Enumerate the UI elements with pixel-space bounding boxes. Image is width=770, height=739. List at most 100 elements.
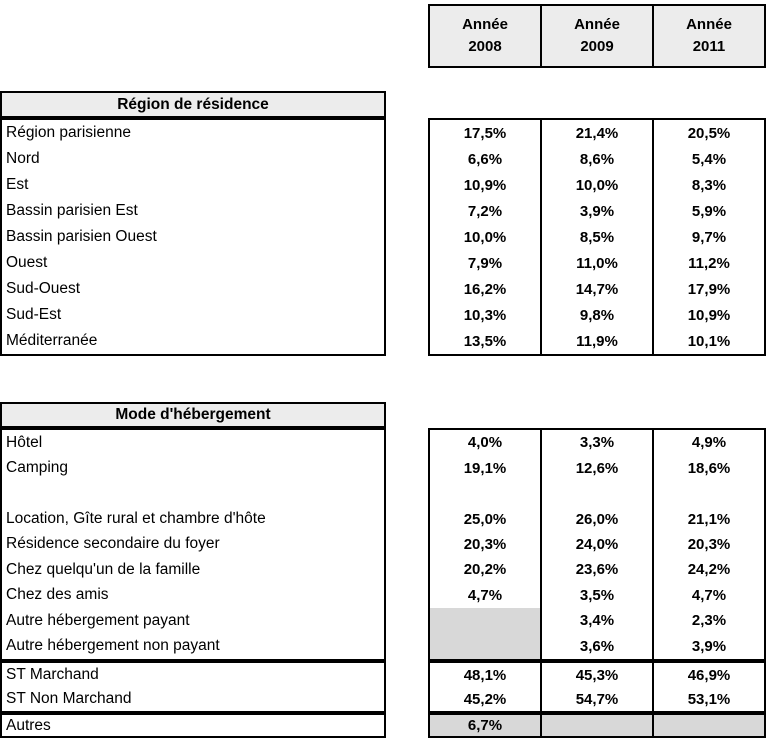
value-row: 17,5% 21,4% 20,5% [430,120,764,146]
value-cell: 46,9% [652,663,764,687]
value-cell: 4,7% [652,582,764,609]
value-cell: 2,3% [652,608,764,634]
row-label: Chez quelqu'un de la famille [6,560,201,578]
value-row: 10,9% 10,0% 8,3% [430,172,764,198]
row-label: Sud-Est [6,306,62,323]
value-cell: 4,9% [652,430,764,456]
value-cell: 24,0% [540,531,652,558]
row-label: ST Marchand [6,666,99,683]
section-header-region: Région de résidence [0,91,386,118]
value-cell: 3,9% [540,198,652,224]
value-cell: 3,5% [540,582,652,609]
value-cell: 26,0% [540,506,652,532]
value-row: 19,1% 12,6% 18,6% [430,455,764,481]
row-label: Hôtel [6,433,43,451]
value-row [430,480,764,507]
value-row: 6,7% [430,715,764,736]
year-column-header-2008: Année 2008 [462,16,508,55]
hebergement-labels-box: Hôtel Camping Location, Gîte rural et cham… [0,428,386,661]
value-row: 3,4% 2,3% [430,608,764,634]
row-label: Résidence secondaire du foyer [6,535,220,553]
value-row: 10,0% 8,5% 9,7% [430,224,764,250]
row-label: Camping [6,459,69,477]
value-cell: 10,1% [652,328,764,354]
value-cell: 14,7% [540,276,652,302]
value-cell: 19,1% [463,459,507,477]
value-cell: 11,9% [540,328,652,354]
section-title-region: Région de résidence [117,95,269,113]
row-label: Autres [6,716,51,734]
value-cell: 20,5% [652,120,764,146]
value-cell: 8,5% [540,224,652,250]
subtotal-values-box: 48,1% 45,3% 46,9% 45,2% 54,7% 53,1% [428,661,766,713]
value-row: 7,9% 11,0% 11,2% [430,250,764,276]
row-label: Bassin parisien Est [6,202,138,219]
value-cell: 21,4% [540,120,652,146]
value-cell: 3,3% [540,430,652,456]
value-cell: 3,6% [540,633,652,659]
value-cell: 3,9% [652,633,764,659]
value-row: 13,5% 11,9% 10,1% [430,328,764,354]
value-cell: 5,4% [652,146,764,172]
value-cell: 18,6% [652,455,764,481]
row-label: Bassin parisien Ouest [6,228,157,245]
value-cell: 23,6% [540,557,652,583]
hebergement-values-box: 4,0% 3,3% 4,9% 19,1% 12,6% 18,6% 25,0% 26,0% 21,… [428,428,766,661]
value-cell: 48,1% [463,666,507,684]
value-cell: 8,6% [540,146,652,172]
year-column-header-2011: Année 2011 [652,6,764,66]
value-cell: 6,6% [467,150,503,168]
row-label: Méditerranée [6,332,98,349]
value-row: 20,2% 23,6% 24,2% [430,557,764,583]
value-cell: 54,7% [540,687,652,711]
value-row: 45,2% 54,7% 53,1% [430,687,764,711]
row-label: Autre hébergement non payant [6,637,220,655]
value-cell: 10,9% [652,302,764,328]
value-row: 20,3% 24,0% 20,3% [430,531,764,558]
value-row: 48,1% 45,3% 46,9% [430,663,764,687]
row-label: Location, Gîte rural et chambre d'hôte [6,510,266,528]
value-cell: 20,2% [463,561,507,579]
year-header-row: Année 2008 Année 2009 Année 2011 [428,4,766,68]
value-cell [430,481,540,506]
value-row: 25,0% 26,0% 21,1% [430,506,764,532]
value-cell: 13,5% [463,332,507,350]
row-label [2,481,384,506]
value-cell: 20,3% [463,535,507,553]
blank-gray-cell [652,715,764,736]
row-label: ST Non Marchand [6,690,132,707]
value-cell: 4,7% [467,586,503,604]
row-label: Sud-Ouest [6,280,81,297]
value-cell: 9,8% [540,302,652,328]
year-column-header-2009: Année 2009 [540,6,652,66]
value-row: 16,2% 14,7% 17,9% [430,276,764,302]
value-cell: 11,2% [652,250,764,276]
value-cell: 5,9% [652,198,764,224]
value-cell: 16,2% [463,280,507,298]
blank-gray-cell [430,633,540,659]
value-cell: 25,0% [463,510,507,528]
value-cell: 4,0% [467,434,503,452]
section-title-hebergement: Mode d'hébergement [115,406,271,423]
row-label: Autre hébergement payant [6,611,190,629]
blank-gray-cell [430,608,540,634]
value-cell: 20,3% [652,531,764,558]
blank-gray-cell [540,715,652,736]
value-cell: 10,3% [463,306,507,324]
value-cell [652,480,764,507]
value-cell: 10,9% [463,176,507,194]
value-row: 3,6% 3,9% [430,633,764,659]
region-labels-box: Région parisienne Nord Est Bassin parisien … [0,118,386,356]
value-row: 6,6% 8,6% 5,4% [430,146,764,172]
row-label: Est [6,176,29,193]
autres-values-box: 6,7% [428,713,766,738]
region-values-box: 17,5% 21,4% 20,5% 6,6% 8,6% 5,4% 10,9% 10,0% 8,3… [428,118,766,356]
value-row: 4,0% 3,3% 4,9% [430,430,764,456]
value-cell: 17,9% [652,276,764,302]
value-cell: 21,1% [652,506,764,532]
value-cell: 10,0% [540,172,652,198]
value-cell: 8,3% [652,172,764,198]
row-label: Nord [6,150,40,167]
subtotal-labels-box: ST Marchand ST Non Marchand [0,661,386,713]
